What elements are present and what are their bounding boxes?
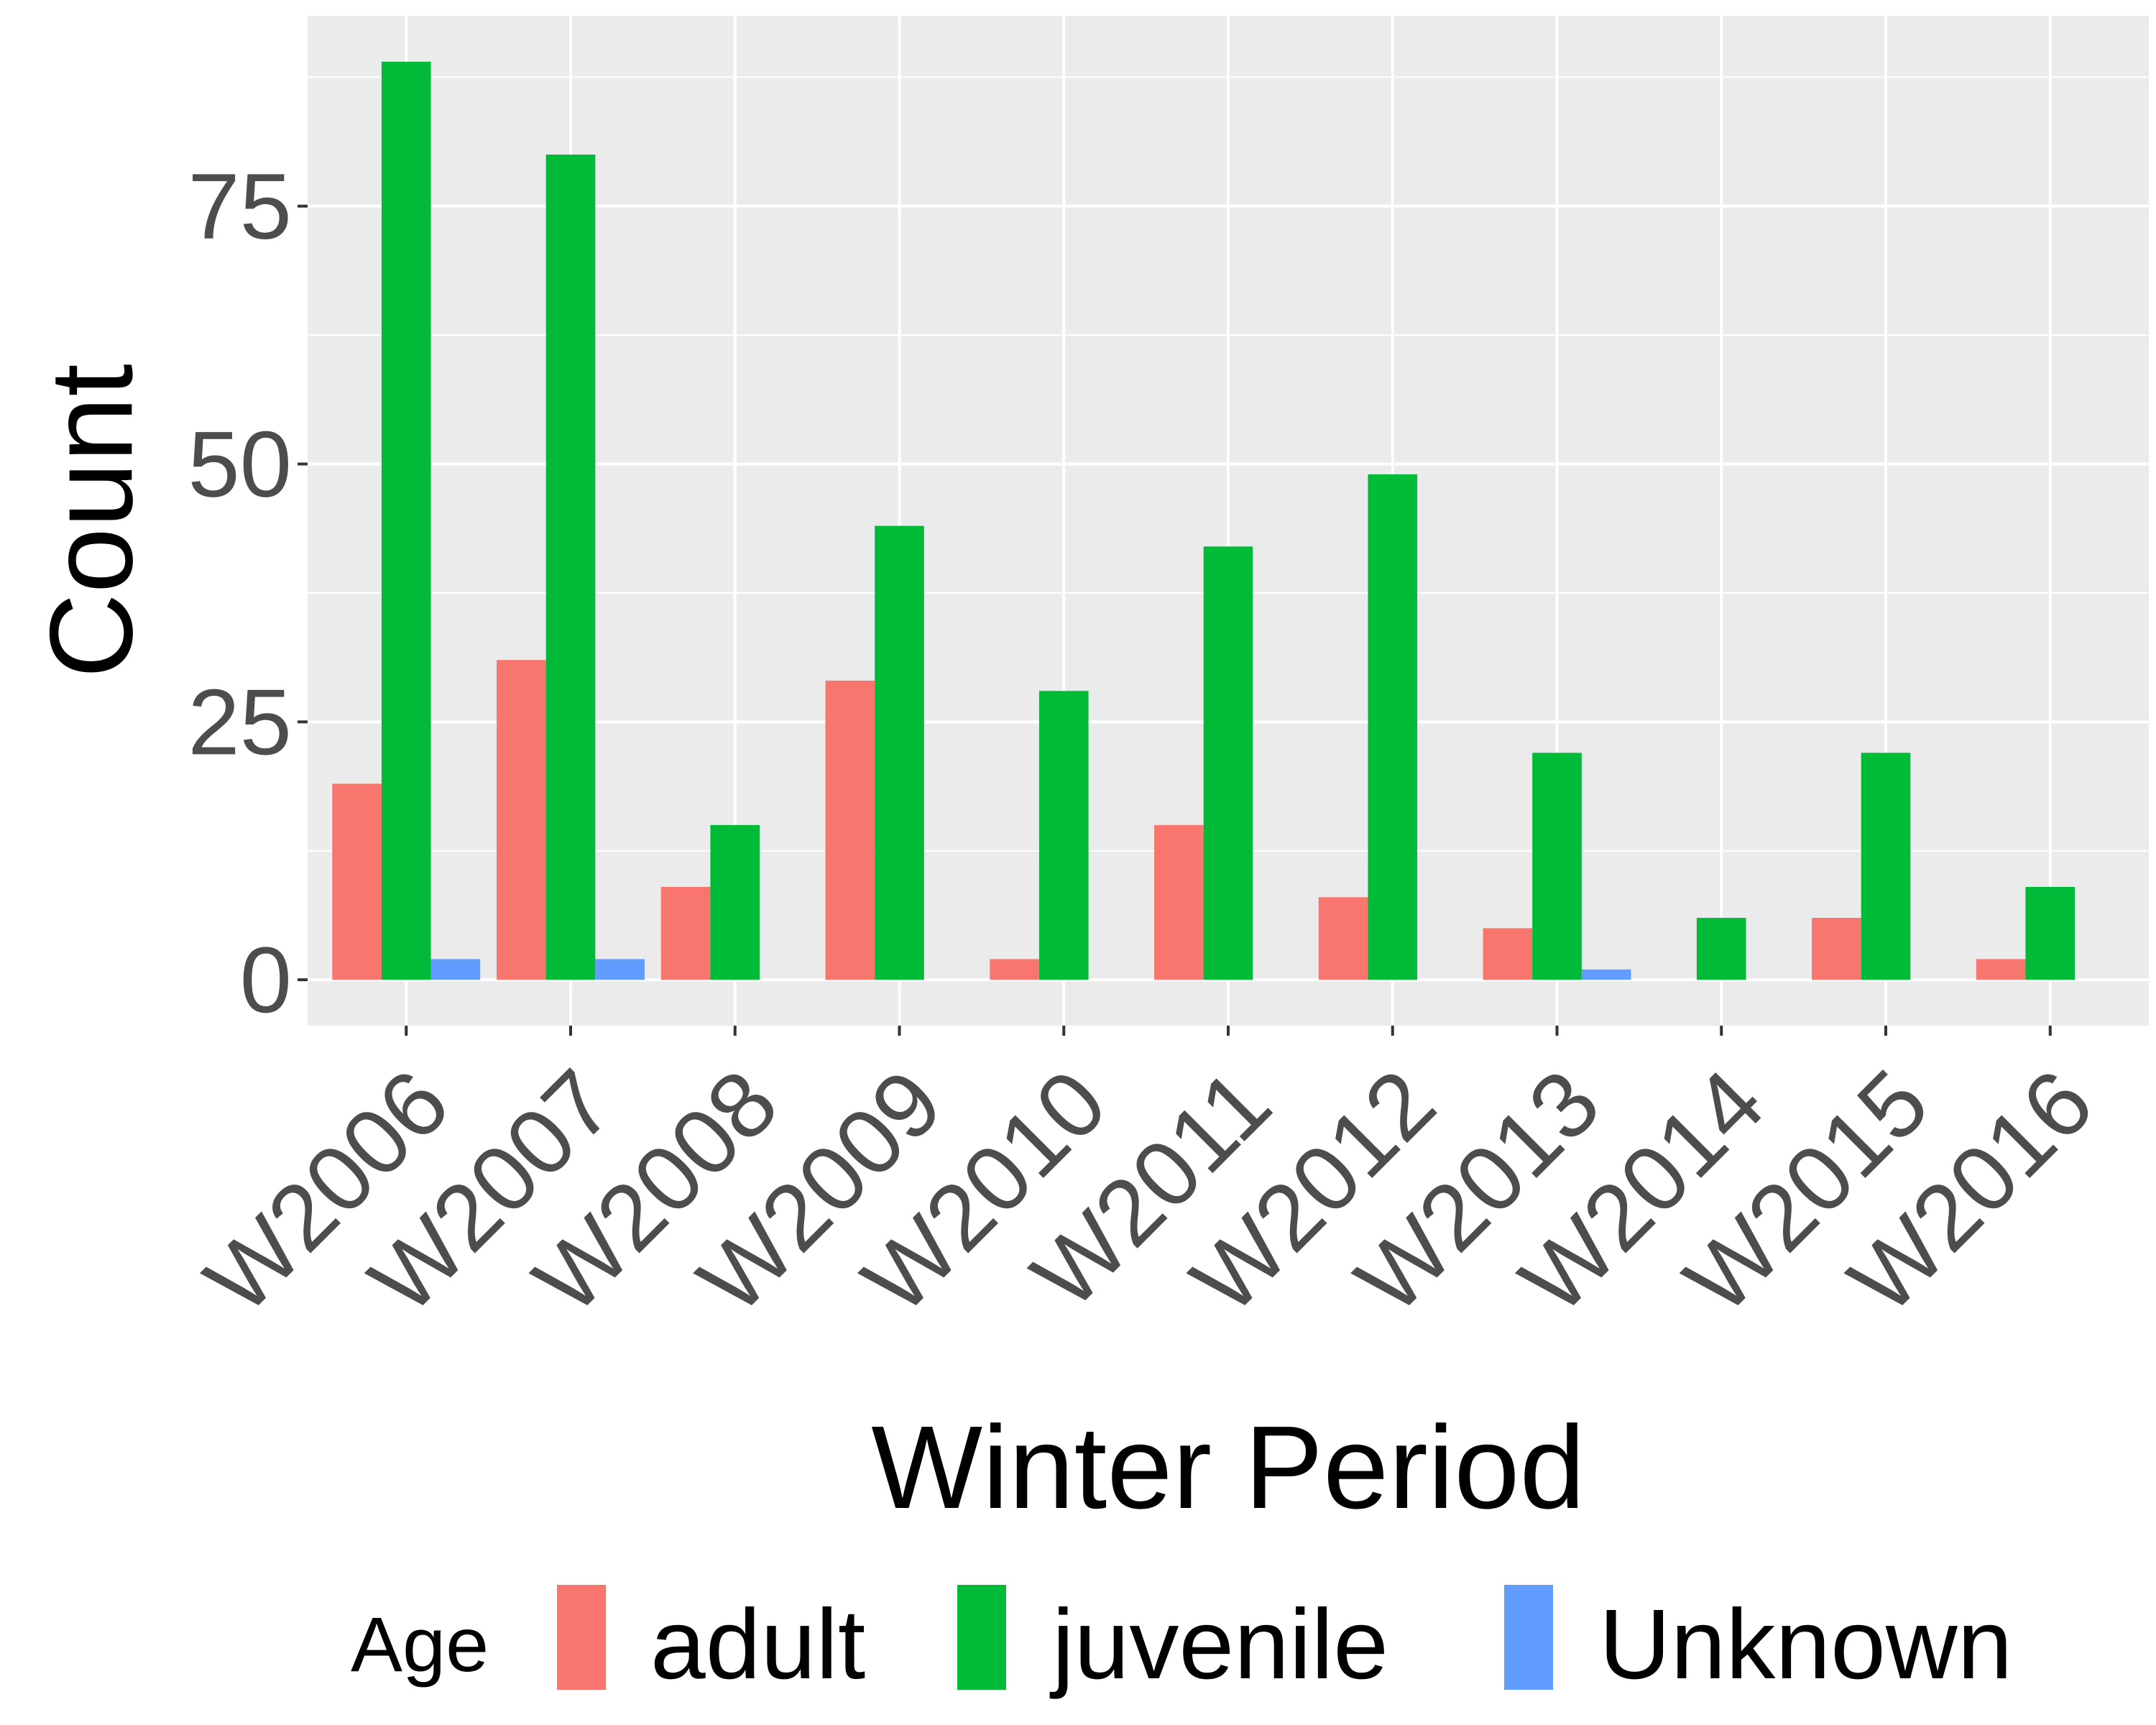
bar-adult-w2007 [497, 660, 546, 980]
bar-juvenile-w2015 [1861, 753, 1911, 980]
legend-label-juvenile: juvenile [1049, 1589, 1388, 1700]
bars-layer [332, 61, 2076, 980]
legend-key-unknown [1504, 1585, 1553, 1690]
bar-adult-w2013 [1483, 928, 1533, 980]
y-tick-label: 25 [188, 669, 292, 774]
bar-adult-w2011 [1154, 824, 1204, 980]
bar-adult-w2010 [990, 959, 1039, 980]
bar-juvenile-w2011 [1203, 546, 1253, 980]
bar-unknown-w2013 [1581, 969, 1631, 980]
y-tick-label: 75 [188, 154, 292, 259]
bar-unknown-w2006 [430, 959, 481, 980]
bar-juvenile-w2008 [710, 824, 760, 980]
legend-label-adult: adult [650, 1589, 865, 1700]
bar-juvenile-w2014 [1696, 918, 1746, 980]
bar-juvenile-w2009 [875, 525, 924, 980]
y-axis-title: Count [25, 364, 157, 678]
bar-juvenile-w2013 [1532, 753, 1582, 980]
legend: Age adult juvenile Unknown [351, 1585, 2012, 1700]
y-tick-label: 50 [188, 412, 292, 517]
y-tick-label: 0 [240, 927, 292, 1032]
legend-label-unknown: Unknown [1599, 1589, 2012, 1700]
bar-adult-w2016 [1976, 959, 2026, 980]
legend-key-juvenile [957, 1585, 1006, 1690]
bar-unknown-w2007 [595, 959, 645, 980]
bar-juvenile-w2010 [1038, 691, 1089, 980]
legend-key-adult [557, 1585, 606, 1690]
bar-adult-w2008 [660, 886, 711, 980]
bar-juvenile-w2016 [2025, 886, 2076, 980]
bar-adult-w2006 [332, 783, 382, 980]
bar-juvenile-w2007 [545, 155, 596, 980]
bar-juvenile-w2006 [381, 61, 431, 980]
bar-adult-w2015 [1812, 918, 1861, 980]
bar-adult-w2012 [1318, 897, 1368, 980]
bar-adult-w2009 [825, 680, 875, 980]
legend-title: Age [351, 1601, 489, 1688]
x-axis-title: Winter Period [871, 1402, 1585, 1533]
y-axis: 0 25 50 75 [188, 154, 308, 1032]
bar-juvenile-w2012 [1368, 474, 1418, 980]
